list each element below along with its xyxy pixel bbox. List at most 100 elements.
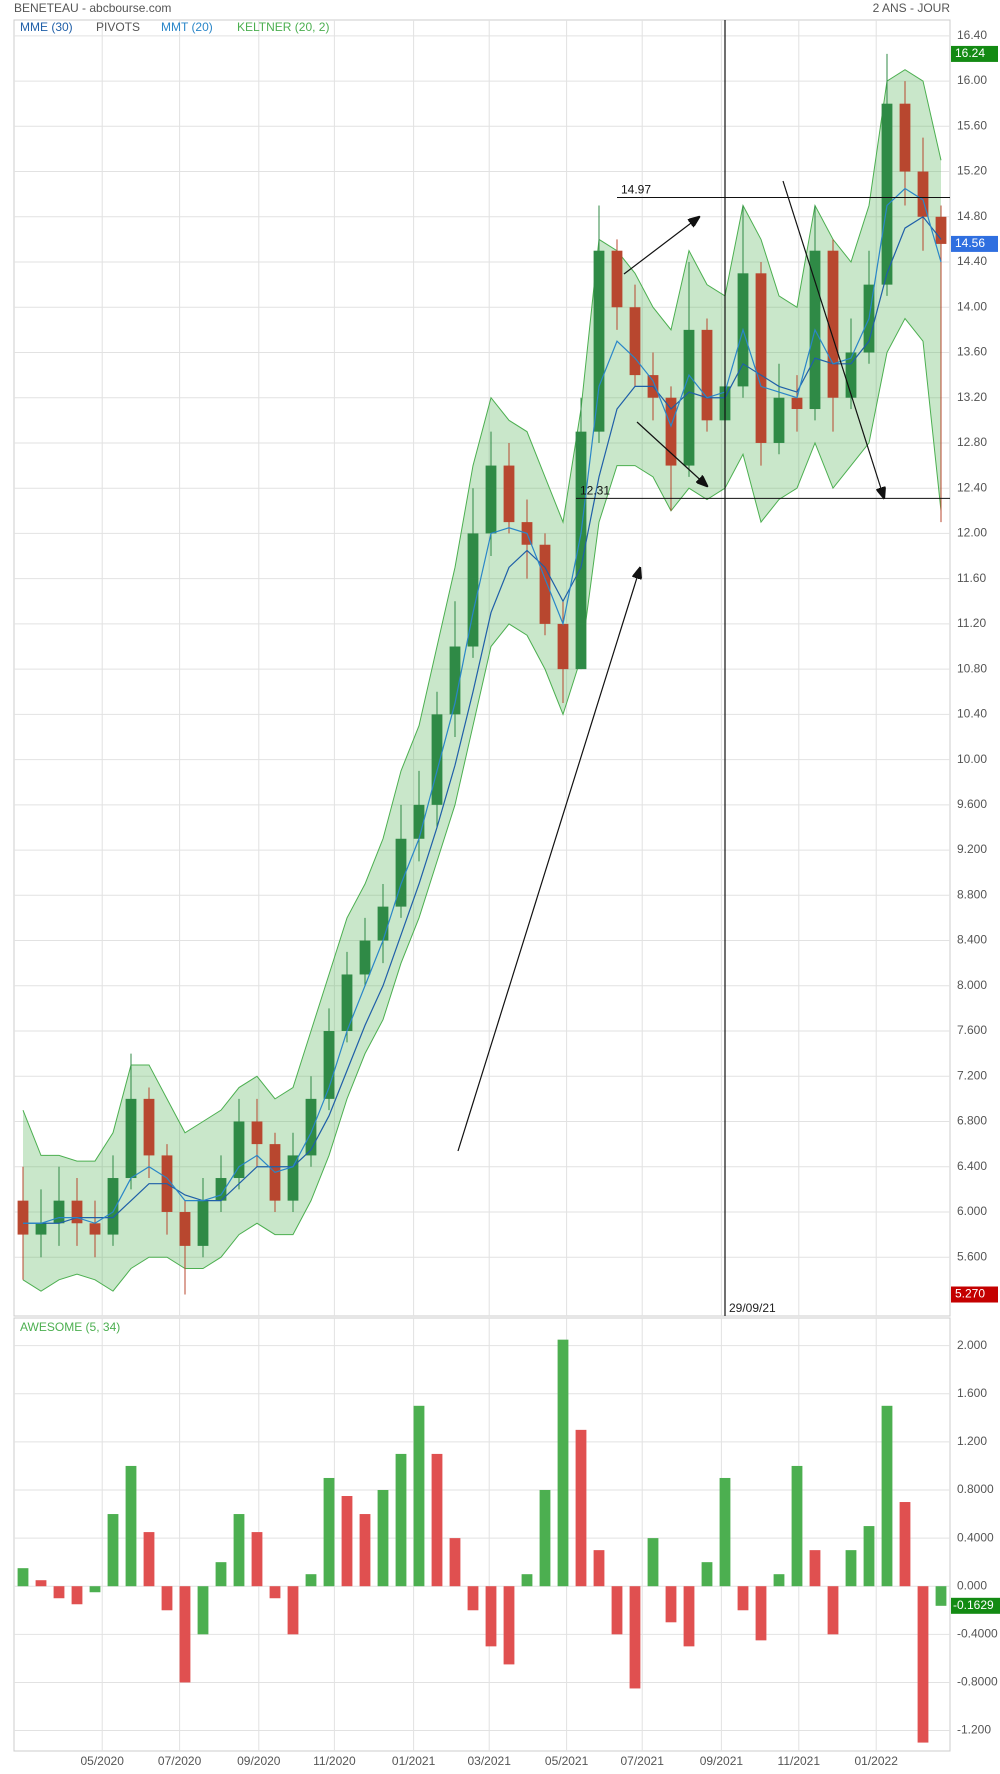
oscillator-bar (359, 1514, 371, 1587)
y-tick-label: 10.00 (957, 752, 987, 766)
y-tick-label: 13.60 (957, 345, 987, 359)
y-tick-label: 13.20 (957, 390, 987, 404)
level-label: 12.31 (580, 484, 610, 498)
oscillator-bar (431, 1453, 443, 1587)
candle-body (107, 1178, 119, 1235)
y-tick-label: -1.200 (957, 1723, 991, 1737)
value-badge-label: -0.1629 (953, 1598, 994, 1612)
y-tick-label: 1.600 (957, 1386, 987, 1400)
candle-body (71, 1200, 83, 1224)
plot-layer: 05/2020 07/2020 09/2020 11/2020 01/2021 03/20… (14, 20, 1000, 1768)
y-tick-label: 15.60 (957, 118, 987, 132)
oscillator-bar (179, 1586, 191, 1683)
candle-body (773, 397, 785, 443)
oscillator-bar (845, 1550, 857, 1587)
annotations (457, 20, 884, 1316)
candle-body (755, 273, 767, 443)
y-tick-label: 0.8000 (957, 1482, 994, 1496)
oscillator-bar (701, 1562, 713, 1587)
candle-body (179, 1211, 191, 1246)
candle-body (575, 431, 587, 670)
oscillator-panel-frame (13, 1317, 951, 1752)
candle-body (629, 307, 641, 376)
oscillator-bar (773, 1574, 785, 1587)
oscillator-bar (809, 1550, 821, 1587)
candle-body (449, 646, 461, 715)
oscillator-bar (89, 1586, 101, 1593)
y-tick-label: 16.40 (957, 28, 987, 42)
candle-body (593, 250, 605, 432)
y-tick-label: 12.80 (957, 435, 987, 449)
oscillator-bar (17, 1568, 29, 1587)
legend-entry: MME (30) (20, 20, 73, 34)
oscillator-bar (323, 1477, 335, 1587)
oscillator-bar (449, 1538, 461, 1587)
oscillator-bar (737, 1586, 749, 1611)
y-tick-label: 12.40 (957, 480, 987, 494)
arrow (457, 568, 640, 1152)
oscillator-bar (35, 1580, 47, 1587)
y-tick-label: -0.8000 (957, 1675, 998, 1689)
price-badge (951, 1286, 998, 1303)
y-tick-label: 8.400 (957, 933, 987, 947)
price-badge (951, 45, 998, 62)
oscillator-bar (629, 1586, 641, 1689)
x-tick-label: 09/2020 (237, 1754, 281, 1768)
x-tick-label: 01/2022 (855, 1754, 899, 1768)
y-tick-label: 15.20 (957, 164, 987, 178)
oscillator-bar (377, 1489, 389, 1587)
keltner-lower (22, 317, 942, 1292)
candle-body (143, 1098, 155, 1156)
y-tick-label: -0.4000 (957, 1627, 998, 1641)
y-tick-label: 8.000 (957, 978, 987, 992)
oscillator-bar (395, 1453, 407, 1587)
candle-body (845, 352, 857, 398)
y-tick-label: 10.80 (957, 661, 987, 675)
oscillator-bar (575, 1429, 587, 1587)
candle-body (251, 1121, 263, 1145)
oscillator-bar (125, 1465, 137, 1587)
candle-body (917, 171, 929, 217)
oscillator-bar (53, 1586, 65, 1599)
x-tick-label: 03/2021 (468, 1754, 512, 1768)
y-tick-label: 6.800 (957, 1114, 987, 1128)
y-tick-label: 14.80 (957, 209, 987, 223)
price-badge-label: 5.270 (955, 1287, 985, 1301)
panel-title: AWESOME (5, 34) (20, 1320, 120, 1334)
oscillator-bar (917, 1586, 929, 1743)
oscillator-bar (755, 1586, 767, 1641)
oscillator-bar (71, 1586, 83, 1605)
candle-body (557, 623, 569, 670)
oscillator-bar (557, 1339, 569, 1587)
price-badge-label: 16.24 (955, 46, 985, 60)
oscillator-bar (647, 1538, 659, 1587)
oscillator-bar (269, 1586, 281, 1599)
candle-body (197, 1200, 209, 1246)
y-tick-label: 9.200 (957, 842, 987, 856)
candle-body (305, 1098, 317, 1156)
candle-body (413, 804, 425, 839)
oscillator-bar (863, 1526, 875, 1587)
legend-entry: PIVOTS (96, 20, 140, 34)
candle-body (791, 397, 803, 410)
candle-body (35, 1223, 47, 1235)
x-tick-label: 01/2021 (392, 1754, 436, 1768)
oscillator-bar (593, 1550, 605, 1587)
oscillator-bar (881, 1405, 893, 1587)
candle-body (287, 1155, 299, 1201)
oscillator-bar (413, 1405, 425, 1587)
candle-body (359, 940, 371, 975)
candle-body (17, 1200, 29, 1235)
legend-entry: MMT (20) (161, 20, 213, 34)
x-tick-label: 07/2021 (621, 1754, 665, 1768)
x-tick-label: 11/2020 (313, 1754, 356, 1768)
y-tick-label: 8.800 (957, 887, 987, 901)
y-tick-label: 7.200 (957, 1068, 987, 1082)
value-badge (951, 1597, 1000, 1614)
candle-body (683, 329, 695, 466)
chart-title: BENETEAU - abcbourse.com (14, 1, 171, 15)
oscillator-bar (611, 1586, 623, 1635)
candle-body (665, 397, 677, 466)
oscillator-bar (467, 1586, 479, 1611)
x-tick-label: 11/2021 (778, 1754, 821, 1768)
